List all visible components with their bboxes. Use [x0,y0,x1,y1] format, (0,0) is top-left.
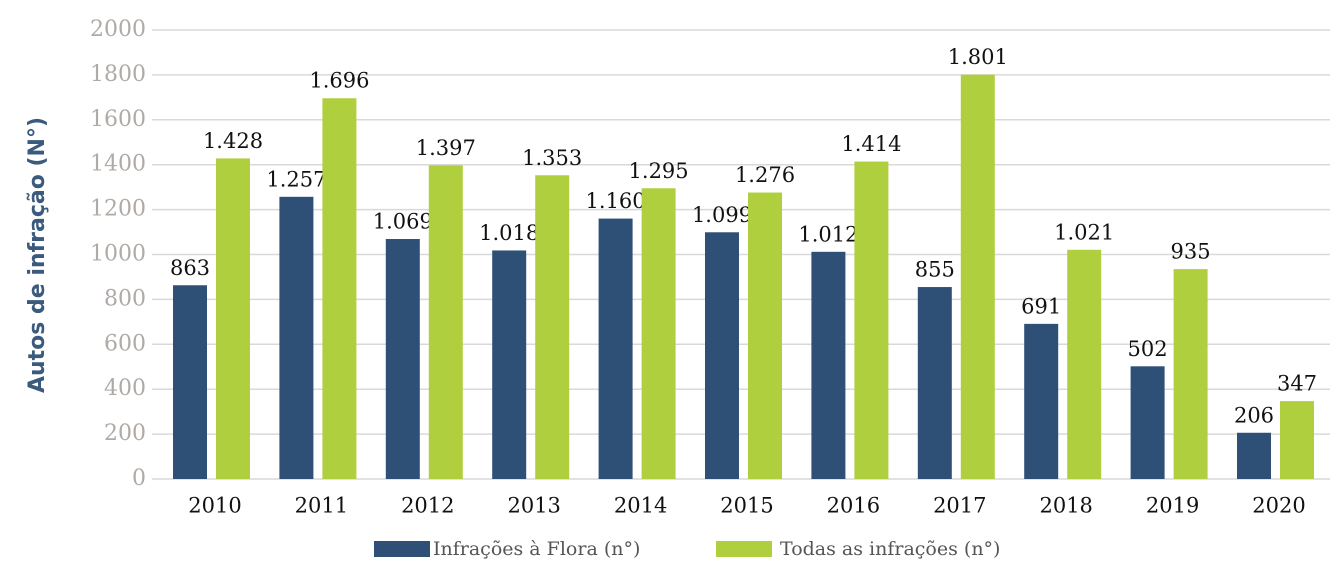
y-axis-title: Autos de infração (N°) [25,117,50,393]
x-tick-label: 2014 [614,494,667,518]
bar [705,232,739,479]
value-label: 1.012 [798,222,858,246]
bar [917,287,952,479]
y-tick-label: 1800 [90,62,146,87]
legend-swatch [716,541,772,557]
value-label: 1.414 [841,132,901,156]
value-label: 1.397 [416,136,476,160]
y-tick-label: 400 [104,376,146,401]
bar [1130,366,1165,479]
bar [216,158,250,479]
value-label: 1.069 [373,210,433,234]
value-label: 206 [1234,403,1274,427]
y-tick-label: 200 [104,421,146,446]
value-label: 1.801 [948,45,1008,69]
bar [960,74,995,479]
y-tick-label: 1000 [90,242,146,267]
bar [748,192,782,479]
bar [492,250,527,479]
legend-swatch [374,541,430,557]
value-label: 1.018 [479,221,539,245]
x-tick-label: 2013 [507,494,560,518]
x-tick-label: 2018 [1039,494,1092,518]
bar [1173,269,1208,479]
value-label: 347 [1277,372,1317,396]
bar [173,285,207,479]
bar [1237,432,1271,479]
bar [1280,401,1314,479]
bar [598,218,633,479]
y-tick-label: 1200 [90,197,146,222]
y-tick-label: 0 [132,466,146,491]
y-tick-label: 600 [104,331,146,356]
value-label: 1.276 [735,163,795,187]
value-label: 855 [915,258,955,282]
value-label: 502 [1128,337,1168,361]
bar [279,196,314,479]
bar [1067,249,1102,479]
bar [854,161,889,479]
value-label: 1.696 [309,69,369,93]
x-tick-label: 2011 [295,494,348,518]
value-label: 935 [1171,240,1211,264]
x-tick-label: 2019 [1146,494,1199,518]
value-label: 1.353 [522,146,582,170]
legend-label: Infrações à Flora (n°) [433,538,640,560]
value-label: 863 [170,256,210,280]
y-tick-label: 800 [104,286,146,311]
y-tick-label: 1600 [90,107,146,132]
value-label: 1.428 [203,129,263,153]
x-tick-label: 2015 [720,494,773,518]
value-label: 1.099 [692,203,752,227]
bar [1024,323,1059,479]
value-label: 1.160 [586,189,646,213]
y-tick-label: 1400 [90,152,146,177]
bar [641,188,676,479]
bar [811,251,846,479]
bar [322,98,357,480]
bar [535,175,570,479]
bar [428,165,463,479]
value-label: 691 [1021,294,1061,318]
x-tick-label: 2017 [933,494,986,518]
value-label: 1.021 [1054,220,1114,244]
x-tick-label: 2020 [1252,494,1305,518]
value-label: 1.257 [266,167,326,191]
x-tick-label: 2012 [401,494,454,518]
y-tick-label: 2000 [90,17,146,42]
value-label: 1.295 [629,159,689,183]
legend-label: Todas as infrações (n°) [780,538,1000,560]
x-tick-label: 2016 [827,494,880,518]
x-tick-label: 2010 [188,494,241,518]
bar [385,239,420,479]
